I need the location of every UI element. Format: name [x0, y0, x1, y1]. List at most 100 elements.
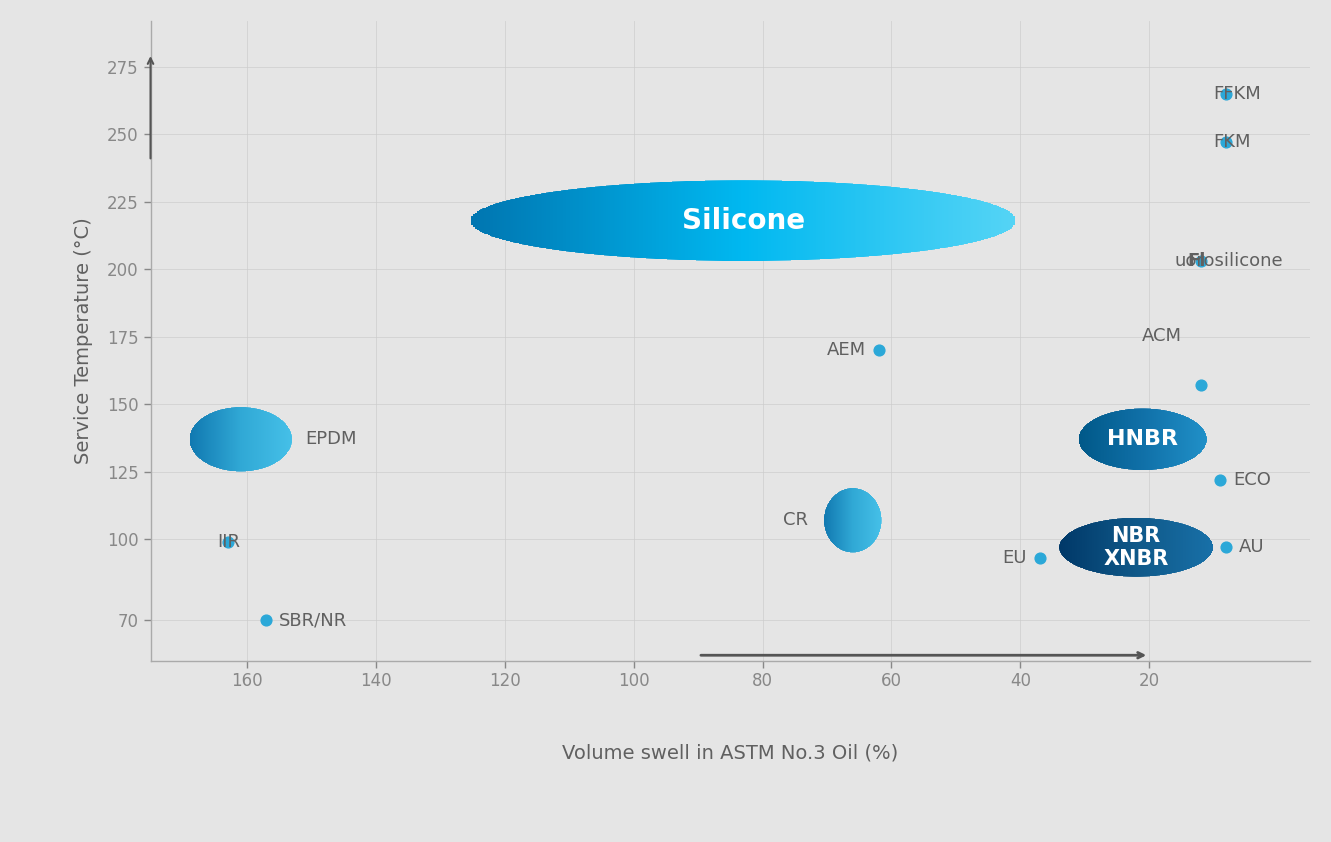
Y-axis label: Service Temperature (°C): Service Temperature (°C) [75, 217, 93, 464]
Bar [699, 181, 701, 260]
Bar [643, 183, 644, 258]
Bar [942, 193, 944, 248]
Point [1215, 541, 1236, 554]
Text: ECO: ECO [1233, 471, 1271, 488]
Bar [535, 195, 536, 247]
Bar [647, 183, 648, 258]
Bar [668, 182, 671, 259]
Bar [622, 184, 623, 257]
Bar [820, 182, 821, 259]
Bar [639, 183, 642, 258]
Bar [937, 192, 938, 249]
Bar [932, 191, 933, 250]
Bar [504, 201, 506, 240]
Bar [795, 181, 796, 260]
Bar [917, 189, 918, 252]
Bar [815, 182, 816, 259]
Bar [877, 185, 878, 256]
Bar [703, 180, 705, 261]
Bar [924, 190, 926, 251]
Bar [610, 185, 612, 256]
Bar [784, 180, 785, 261]
Bar [1002, 208, 1005, 233]
Bar [712, 180, 713, 261]
Bar [614, 185, 615, 256]
Bar [583, 188, 584, 253]
Bar [578, 189, 579, 253]
Bar [801, 181, 804, 260]
Bar [944, 194, 946, 248]
Bar [599, 186, 600, 255]
Bar [893, 187, 894, 254]
Bar [874, 185, 877, 256]
Bar [594, 187, 595, 254]
Bar [685, 181, 687, 260]
Bar [632, 184, 634, 258]
Bar [693, 181, 696, 260]
Point [256, 614, 277, 627]
Bar [580, 188, 583, 253]
Bar [720, 180, 721, 261]
Bar [732, 180, 735, 261]
Bar [860, 184, 862, 257]
Bar [728, 180, 731, 261]
Bar [648, 183, 650, 258]
Bar [905, 188, 908, 253]
Bar [890, 187, 893, 254]
Bar [705, 180, 707, 261]
Bar [946, 194, 948, 248]
Bar [564, 190, 566, 251]
Bar [526, 196, 528, 245]
Bar [588, 187, 590, 254]
Bar [683, 181, 685, 260]
Bar [520, 197, 522, 244]
Bar [897, 187, 898, 254]
Bar [957, 195, 958, 246]
Bar [555, 191, 558, 250]
Bar [491, 205, 494, 237]
Bar [524, 196, 526, 245]
Bar [909, 189, 912, 253]
Bar [986, 202, 988, 239]
Bar [598, 186, 599, 255]
Bar [851, 184, 853, 258]
Bar [627, 184, 628, 258]
Bar [1010, 212, 1012, 229]
Bar [807, 181, 809, 260]
Bar [900, 188, 902, 253]
Bar [928, 191, 929, 250]
Bar [840, 183, 841, 258]
Text: HNBR: HNBR [1107, 429, 1178, 450]
Bar [514, 199, 515, 242]
Bar [650, 183, 652, 258]
Bar [480, 210, 482, 232]
Bar [858, 184, 860, 258]
Bar [948, 194, 949, 248]
Bar [584, 188, 586, 253]
Bar [691, 181, 692, 260]
Bar [816, 182, 819, 259]
Bar [964, 197, 966, 244]
Point [1210, 473, 1231, 487]
Bar [996, 205, 997, 236]
Bar [831, 183, 833, 258]
Bar [612, 185, 614, 256]
Bar [663, 182, 664, 259]
Bar [618, 184, 619, 257]
Bar [966, 197, 968, 244]
Bar [558, 191, 559, 250]
Bar [864, 184, 865, 257]
Text: SBR/NR: SBR/NR [280, 611, 347, 629]
Bar [769, 180, 771, 261]
Bar [696, 181, 697, 260]
Bar [898, 188, 900, 253]
Bar [913, 189, 914, 253]
Bar [811, 181, 813, 260]
Bar [839, 183, 840, 258]
Bar [757, 180, 760, 261]
Bar [800, 181, 801, 260]
Bar [749, 180, 751, 261]
Bar [825, 182, 827, 259]
Bar [771, 180, 772, 261]
Bar [507, 200, 510, 242]
